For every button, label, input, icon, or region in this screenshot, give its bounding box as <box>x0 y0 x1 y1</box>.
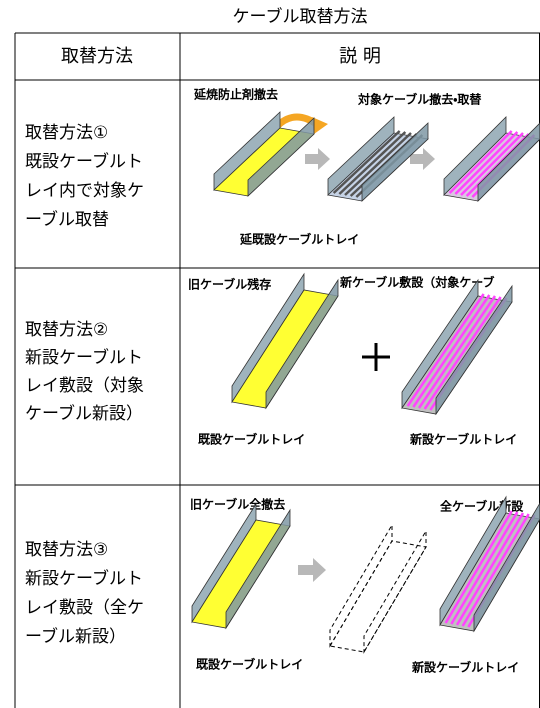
tray-front-wall <box>473 502 540 633</box>
arrows <box>298 148 435 582</box>
diagram-label: 延焼防止剤撤去 <box>193 87 278 102</box>
method-line: レイ内で対象ケ <box>25 181 144 201</box>
diagram-label: 対象ケーブル撤去・取替 <box>357 92 482 107</box>
tray-floor <box>329 540 427 653</box>
tray-front-wall <box>435 284 513 416</box>
diagram-label: 新設ケーブルトレイ <box>409 432 517 447</box>
curved-arrow-head <box>312 117 328 134</box>
cable <box>423 296 502 410</box>
diagram-label: 旧ケーブル全撤去 <box>190 497 285 512</box>
text-layer: 取替方法① 既設ケーブルト レイ内で対象ケ ーブル取替 取替方法② 新設ケーブル… <box>25 87 524 675</box>
method-line: レイ敷設（全ケ <box>25 598 144 618</box>
tray-front-wall <box>477 122 540 202</box>
method-line: ーブル取替 <box>25 209 109 230</box>
diagram-label: 延既設ケーブルトレイ <box>239 232 359 247</box>
cable <box>412 294 491 408</box>
cable <box>406 293 485 407</box>
method-line: 取替方法③ <box>25 540 108 560</box>
cable <box>461 513 530 627</box>
header-cell: 説 明 <box>339 46 381 67</box>
tray-front-wall <box>265 278 339 410</box>
cable <box>455 512 525 626</box>
title: ケーブル取替方法 <box>233 6 368 27</box>
cable <box>332 130 401 194</box>
cable <box>450 511 519 625</box>
method-line: 新設ケーブルト <box>25 568 143 589</box>
diagram-label: 既設ケーブルトレイ <box>196 657 303 672</box>
tray-front-wall <box>361 122 429 202</box>
method-line: 取替方法① <box>25 123 108 143</box>
cable <box>444 510 513 624</box>
tray-front-wall <box>247 117 315 197</box>
diagram-label: 新ケーブル敷設（対象ケーブ <box>339 275 495 290</box>
method-line: ケーブル新設） <box>25 403 143 424</box>
cable <box>344 132 412 196</box>
diagram-label: 既設ケーブルトレイ <box>198 432 305 447</box>
method-line: 取替方法② <box>25 320 108 340</box>
tray-back-wall <box>329 523 393 648</box>
tray-front-wall <box>363 529 427 654</box>
method-line: 新設ケーブルト <box>25 347 143 368</box>
cable <box>338 131 407 195</box>
cable <box>448 130 513 194</box>
method-line: 既設ケーブルト <box>25 151 143 172</box>
cable <box>460 132 524 196</box>
cable <box>417 295 497 409</box>
plus-sign <box>362 343 390 371</box>
tray-front-wall <box>225 508 291 630</box>
header-cell: 取替方法 <box>61 46 133 67</box>
method-line: ーブル新設） <box>25 626 126 647</box>
diagram-label: 旧ケーブル残存 <box>188 277 271 292</box>
method-line: レイ敷設（対象 <box>25 376 144 396</box>
diagram-label: 新設ケーブルトレイ <box>411 660 519 675</box>
cable <box>454 131 519 195</box>
trays <box>191 111 540 654</box>
